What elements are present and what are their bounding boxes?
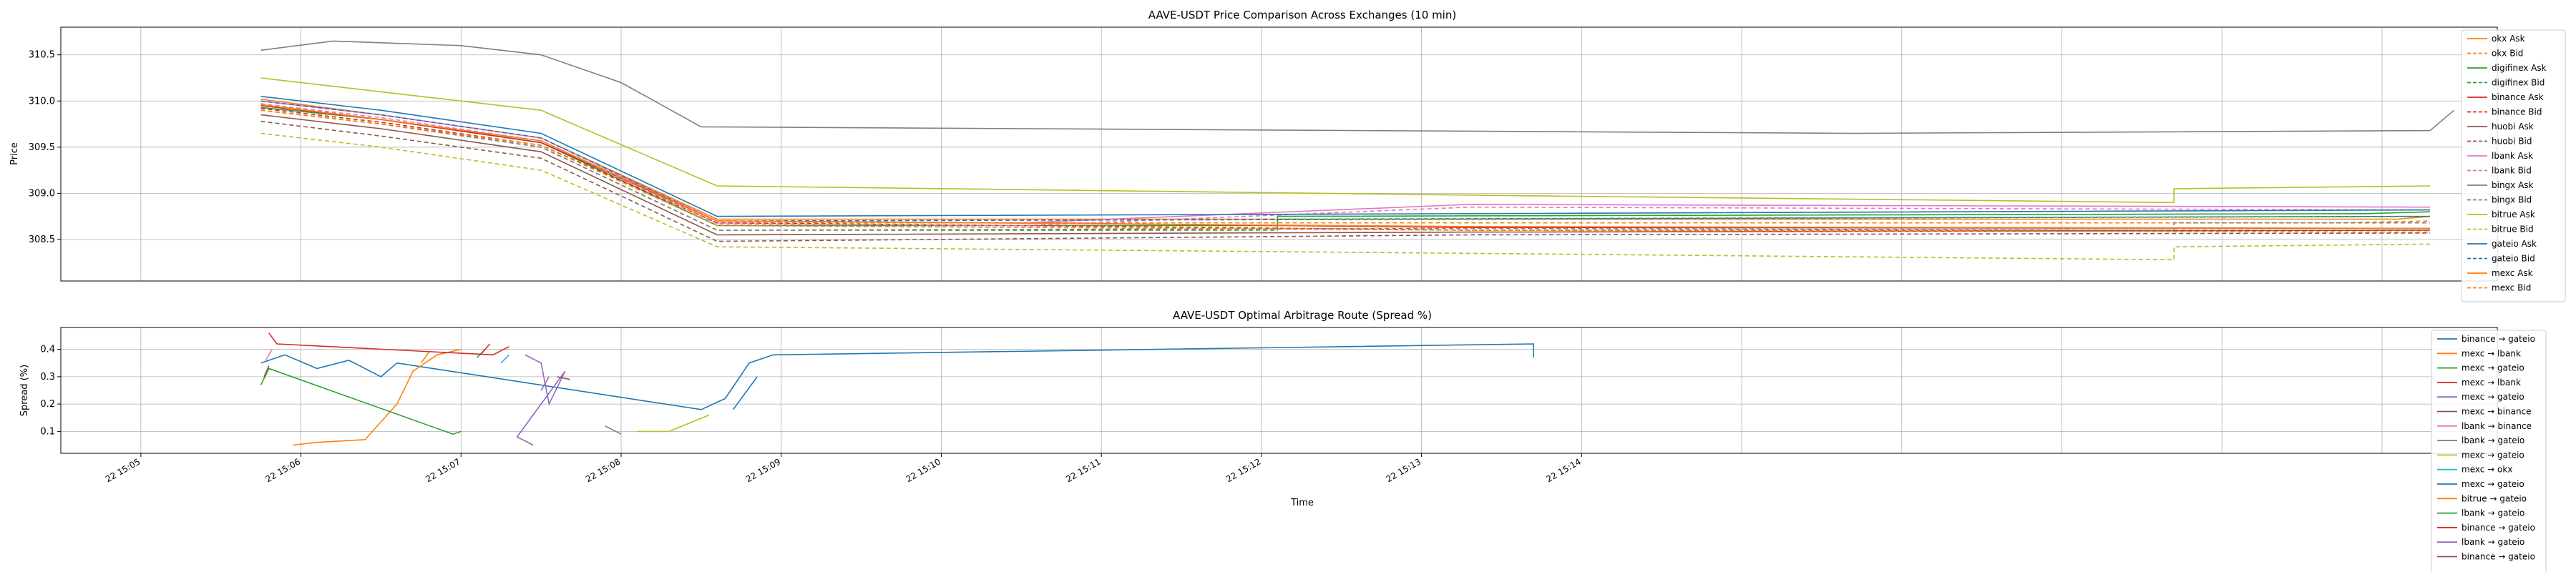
series-line — [260, 114, 2431, 236]
legend-box — [2461, 29, 2566, 302]
spread-chart-xlabel: Time — [1290, 498, 1314, 508]
series-line — [605, 425, 622, 435]
y-tick-label: 308.5 — [29, 235, 55, 245]
legend-entry: mexc → binance — [2462, 407, 2532, 417]
price-chart-series — [260, 40, 2455, 261]
price-chart-y-axis: 308.5 309.0 309.5 310.0 310.5 — [29, 50, 61, 245]
series-line — [293, 348, 462, 446]
x-tick-label: 22 15:06 — [264, 456, 302, 484]
x-tick-label: 22 15:09 — [744, 456, 782, 484]
spread-chart-y-axis: 0.1 0.2 0.3 0.4 — [40, 345, 61, 437]
x-tick-label: 22 15:11 — [1064, 456, 1102, 484]
legend-entry: mexc → gateio — [2462, 479, 2524, 489]
price-chart-title: AAVE-USDT Price Comparison Across Exchan… — [1148, 9, 1456, 21]
y-tick-label: 310.5 — [29, 50, 55, 61]
legend-entry: gateio Ask — [2492, 239, 2537, 249]
x-tick-label: 22 15:08 — [584, 456, 622, 484]
spread-chart-grid — [61, 327, 2497, 453]
y-tick-label: 309.5 — [29, 142, 55, 153]
legend-entry: bitrue Bid — [2492, 225, 2534, 235]
series-line — [260, 96, 2431, 217]
legend-entry: gateio Bid — [2492, 254, 2535, 264]
y-tick-label: 0.4 — [40, 345, 55, 355]
legend-entry: mexc → gateio — [2462, 363, 2524, 373]
x-tick-label: 22 15:12 — [1224, 456, 1262, 484]
series-line — [260, 120, 2431, 242]
y-tick-label: 310.0 — [29, 96, 55, 107]
legend-entry: digifinex Bid — [2492, 78, 2545, 88]
legend-entry: mexc Ask — [2492, 268, 2533, 278]
legend-entry: okx Bid — [2492, 49, 2523, 59]
series-line — [500, 354, 509, 364]
legend-entry: mexc → okx — [2462, 465, 2512, 475]
price-chart-ylabel: Price — [9, 142, 20, 165]
series-line — [260, 104, 2431, 230]
series-line — [260, 100, 2431, 222]
spread-chart-ylabel: Spread (%) — [19, 365, 30, 416]
series-line — [263, 365, 270, 378]
x-tick-label: 22 15:05 — [104, 456, 142, 484]
legend-entry: mexc Bid — [2492, 283, 2531, 293]
series-line — [516, 354, 566, 446]
legend-entry: bingx Bid — [2492, 195, 2532, 205]
legend-entry: mexc → gateio — [2462, 392, 2524, 402]
legend-entry: mexc → lbank — [2462, 348, 2521, 358]
y-tick-label: 309.0 — [29, 188, 55, 199]
series-line — [260, 343, 1534, 410]
legend-entry: binance → gateio — [2462, 523, 2535, 533]
legend-entry: bitrue Ask — [2492, 209, 2535, 220]
series-line — [479, 343, 491, 355]
y-tick-label: 0.1 — [40, 426, 55, 437]
legend-entry: digifinex Ask — [2492, 63, 2547, 73]
series-line — [732, 376, 758, 410]
series-line — [420, 351, 430, 364]
series-line — [260, 109, 2430, 231]
legend-entry: lbank → gateio — [2462, 508, 2524, 518]
legend-entry: mexc → lbank — [2462, 378, 2521, 388]
series-line — [637, 414, 710, 433]
legend-box — [2431, 330, 2547, 572]
series-line — [260, 40, 2455, 134]
legend-entry: mexc → gateio — [2462, 450, 2524, 460]
spread-chart-title: AAVE-USDT Optimal Arbitrage Route (Sprea… — [1173, 309, 1432, 322]
series-line — [260, 77, 2431, 204]
legend-entry: binance Ask — [2492, 92, 2544, 102]
x-tick-label: 22 15:10 — [904, 456, 942, 484]
legend-entry: bitrue → gateio — [2462, 493, 2527, 503]
series-line — [260, 107, 2430, 231]
legend-entry: lbank Bid — [2492, 166, 2532, 176]
legend-entry: lbank → binance — [2462, 421, 2532, 431]
legend-entry: huobi Bid — [2492, 137, 2532, 147]
price-chart: AAVE-USDT Price Comparison Across Exchan… — [9, 9, 2566, 302]
spread-chart-x-axis: 22 15:05 22 15:06 22 15:07 22 15:08 22 15:09… — [104, 453, 1583, 484]
series-line — [260, 132, 2431, 261]
spread-chart-series — [260, 332, 1534, 446]
y-tick-label: 0.2 — [40, 399, 55, 410]
legend-entry: lbank Ask — [2492, 151, 2533, 161]
series-line — [268, 332, 509, 356]
x-tick-label: 22 15:14 — [1544, 456, 1582, 484]
spread-chart: AAVE-USDT Optimal Arbitrage Route (Sprea… — [19, 309, 2547, 572]
series-line — [260, 368, 462, 435]
x-tick-label: 22 15:13 — [1385, 456, 1423, 484]
spread-chart-legend: binance → gateio mexc → lbank mexc → gatei… — [2431, 330, 2547, 572]
legend-entry: binance → gateio — [2462, 552, 2535, 562]
x-tick-label: 22 15:07 — [424, 456, 462, 484]
series-line — [265, 349, 273, 361]
series-line — [260, 109, 2431, 233]
legend-entry: huobi Ask — [2492, 122, 2534, 132]
series-line — [260, 107, 2431, 227]
price-chart-legend: okx Ask okx Bid digifinex Ask digifinex Bid… — [2461, 29, 2566, 302]
y-tick-label: 0.3 — [40, 372, 55, 383]
series-line — [557, 376, 570, 380]
spread-chart-frame — [60, 327, 2498, 454]
legend-entry: lbank → gateio — [2462, 537, 2524, 547]
series-line — [540, 376, 550, 391]
legend-entry: binance → gateio — [2462, 334, 2535, 344]
legend-entry: binance Bid — [2492, 107, 2542, 117]
legend-entry: okx Ask — [2492, 34, 2525, 44]
legend-entry: bingx Ask — [2492, 180, 2534, 190]
legend-entry: lbank → gateio — [2462, 435, 2524, 445]
